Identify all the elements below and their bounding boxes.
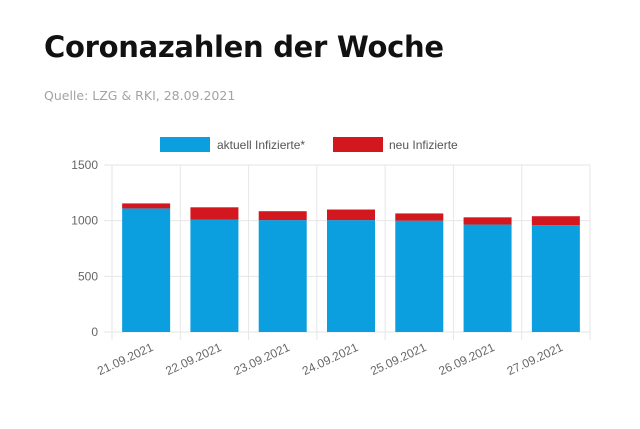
- x-tick-label: 27.09.2021: [505, 340, 566, 378]
- page-title: Coronazahlen der Woche: [44, 30, 444, 64]
- source-note: Quelle: LZG & RKI, 28.09.2021: [44, 88, 236, 103]
- bar-segment-neu: [327, 209, 375, 221]
- bar-segment-neu: [258, 211, 307, 221]
- x-tick-label: 26.09.2021: [436, 340, 497, 378]
- bar-segment-neu: [531, 216, 580, 226]
- y-tick-label: 1500: [71, 158, 98, 172]
- bar-segment-neu: [122, 203, 171, 209]
- bar-segment-neu: [395, 213, 444, 221]
- y-tick-label: 1000: [71, 214, 98, 228]
- x-tick-label: 23.09.2021: [232, 340, 293, 378]
- bar-segment-aktuell: [190, 219, 239, 332]
- bar-segment-aktuell: [258, 220, 307, 332]
- bar-segment-neu: [190, 207, 239, 220]
- bar-segment-aktuell: [531, 225, 580, 332]
- bar-segment-aktuell: [327, 220, 375, 332]
- legend-swatch: [160, 137, 210, 152]
- bar-segment-neu: [463, 217, 512, 225]
- x-tick-label: 24.09.2021: [300, 340, 361, 378]
- y-tick-label: 500: [78, 269, 98, 283]
- legend-label: aktuell Infizierte*: [217, 138, 305, 152]
- chart-legend: aktuell Infizierte* neu Infizierte: [160, 137, 458, 152]
- legend-swatch: [333, 137, 383, 152]
- x-axis-ticks: 21.09.2021 22.09.2021 23.09.2021 24.09.2021…: [95, 340, 565, 378]
- legend-label: neu Infizierte: [389, 138, 458, 152]
- y-tick-label: 0: [91, 325, 98, 339]
- y-axis-ticks: 0 500 1000 1500: [71, 158, 98, 339]
- bar-segment-aktuell: [463, 224, 512, 332]
- x-tick-label: 22.09.2021: [163, 340, 224, 378]
- chart-bars: [122, 203, 580, 332]
- bar-segment-aktuell: [395, 220, 444, 332]
- x-tick-label: 25.09.2021: [368, 340, 429, 378]
- bar-segment-aktuell: [122, 208, 171, 332]
- x-tick-label: 21.09.2021: [95, 340, 156, 378]
